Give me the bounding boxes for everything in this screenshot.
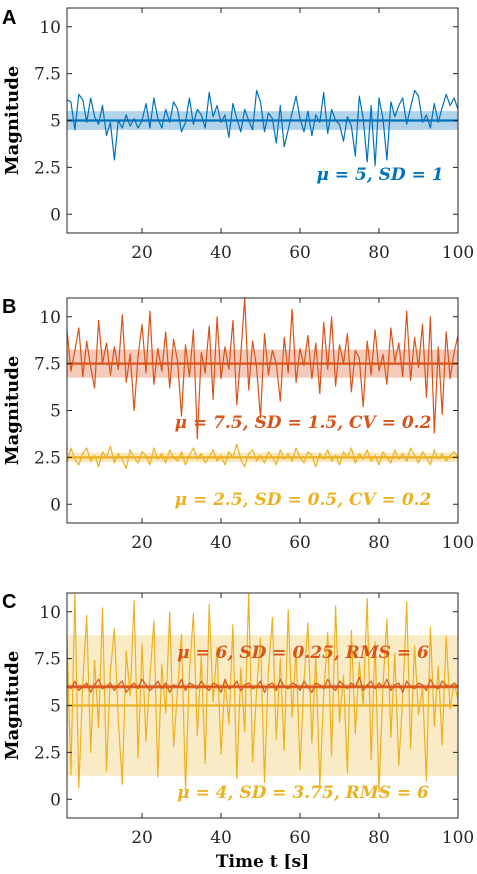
- y-axis-label: Magnitude: [2, 356, 23, 466]
- series-line: [67, 593, 458, 793]
- plot-area: [67, 298, 458, 470]
- y-tick-label: 7.5: [34, 650, 61, 670]
- y-tick-label: 2.5: [34, 448, 61, 468]
- series-line: [67, 89, 458, 167]
- y-axis-label: Magnitude: [2, 651, 23, 761]
- x-tick-label: 80: [368, 828, 390, 848]
- y-tick-label: 0: [50, 205, 61, 225]
- series-line: [67, 298, 458, 440]
- x-tick-label: 40: [210, 533, 232, 553]
- y-tick-label: 2.5: [34, 743, 61, 763]
- x-tick-label: 80: [368, 533, 390, 553]
- x-tick-label: 40: [210, 828, 232, 848]
- x-axis-label: Time t [s]: [216, 852, 309, 872]
- x-tick-label: 20: [131, 828, 153, 848]
- plot-area: [67, 593, 458, 793]
- y-tick-label: 5: [50, 112, 61, 132]
- panel-c: 20 40 60 80 100 0 2.5 5 7.5 10 Magnitude C Time t [s…: [2, 591, 474, 872]
- panel-a: 20 40 60 80 100 0 2.5 5 7.5 10 Magnitude A: [2, 7, 474, 263]
- x-tick-label: 60: [289, 243, 311, 263]
- panel-label: A: [2, 7, 16, 29]
- panel-label: C: [2, 591, 16, 613]
- panel-b: 20 40 60 80 100 0 2.5 5 7.5 10 Magnitude B: [2, 296, 474, 553]
- x-tick-label: 60: [289, 828, 311, 848]
- series-annotation: μ = 4, SD = 3.75, RMS = 6: [177, 783, 429, 803]
- y-tick-label: 7.5: [34, 355, 61, 375]
- series-annotation: μ = 5, SD = 1: [316, 165, 443, 185]
- y-tick-label: 0: [50, 790, 61, 810]
- panel-label: B: [2, 296, 16, 318]
- series-annotation: μ = 2.5, SD = 0.5, CV = 0.2: [175, 490, 432, 510]
- y-tick-label: 5: [50, 402, 61, 422]
- x-tick-label: 100: [442, 828, 474, 848]
- series-annotation: μ = 6, SD = 0.25, RMS = 6: [177, 643, 429, 663]
- x-tick-label: 20: [131, 243, 153, 263]
- x-tick-label: 100: [442, 243, 474, 263]
- plot-area: [67, 89, 458, 167]
- y-tick-label: 2.5: [34, 158, 61, 178]
- x-tick-label: 20: [131, 533, 153, 553]
- x-tick-label: 80: [368, 243, 390, 263]
- x-tick-label: 100: [442, 533, 474, 553]
- y-tick-label: 7.5: [34, 65, 61, 85]
- y-tick-label: 5: [50, 697, 61, 717]
- y-tick-label: 10: [39, 308, 61, 328]
- y-tick-label: 0: [50, 495, 61, 515]
- y-tick-label: 10: [39, 603, 61, 623]
- series-annotation: μ = 7.5, SD = 1.5, CV = 0.2: [175, 413, 432, 433]
- x-tick-label: 60: [289, 533, 311, 553]
- y-axis-label: Magnitude: [2, 66, 23, 176]
- x-tick-label: 40: [210, 243, 232, 263]
- y-tick-label: 10: [39, 18, 61, 38]
